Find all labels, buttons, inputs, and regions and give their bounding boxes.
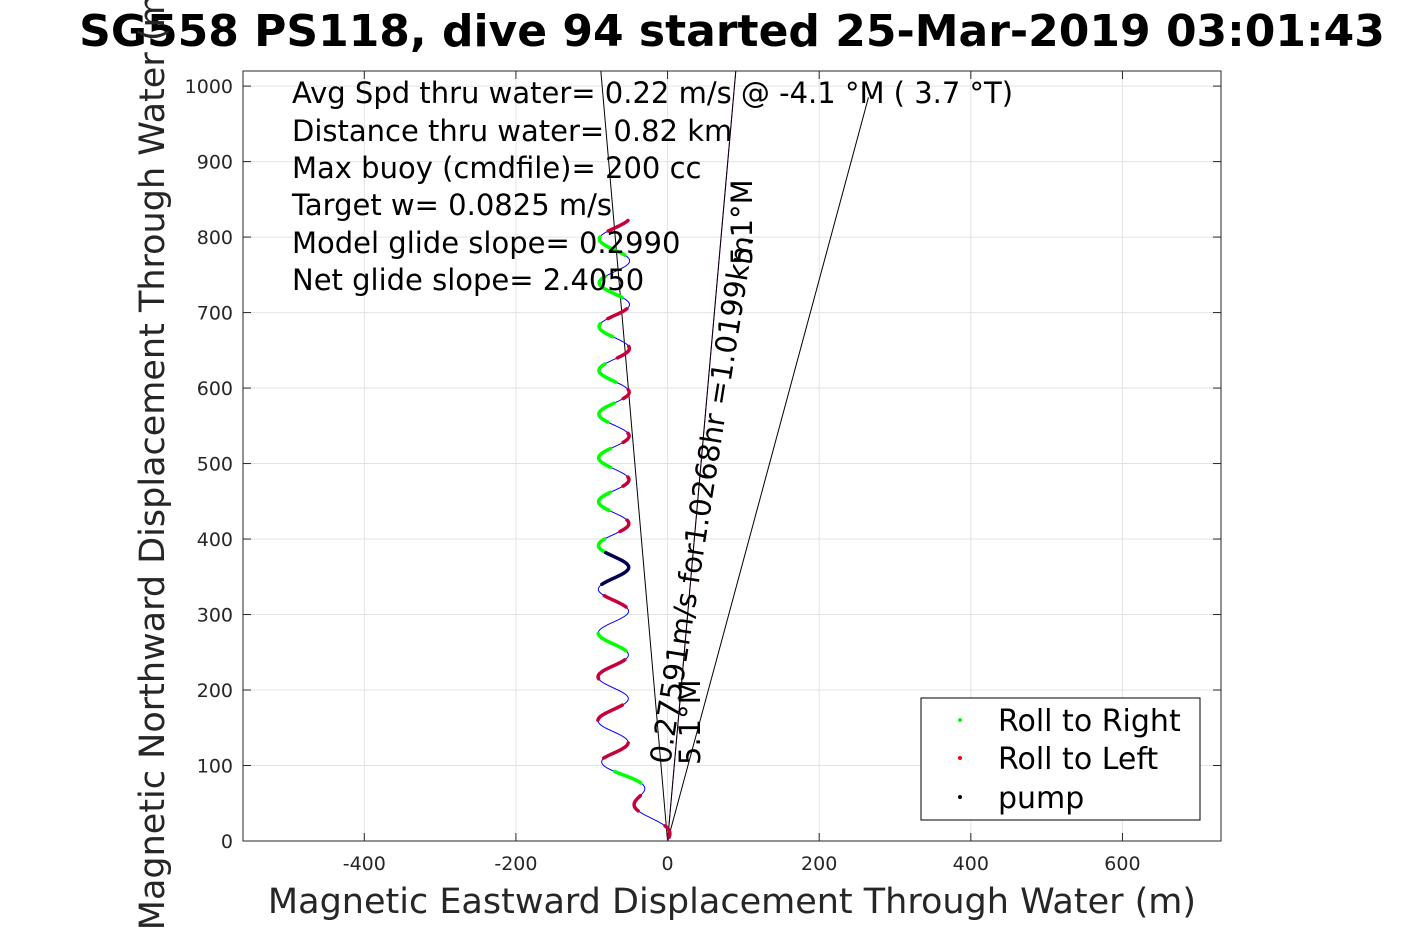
roll-left-segment [663,824,672,839]
roll-left-segment [602,741,630,760]
heading-line-mid [667,70,737,842]
y-tick-label: 700 [197,303,233,325]
axis-ticks: -400 -200 0 200 400 600 0 100 200 300 400 500 600 700… [185,71,1221,875]
pump-segment [600,550,631,587]
stat-distance: Distance thru water= 0.82 km [292,114,732,148]
x-tick-label: 0 [662,853,674,875]
roll-left-segment [606,218,630,233]
roll-right-segment [596,490,613,513]
roll-right-segments [596,235,643,785]
y-tick-label: 500 [197,454,233,476]
roll-right-segment [597,322,615,339]
roll-left-segments [596,218,672,839]
x-axis-label: Magnetic Eastward Displacement Through W… [268,882,1196,922]
y-axis-label: Magnetic Northward Displacement Through … [133,0,173,930]
y-tick-label: 800 [197,227,233,249]
roll-left-segment [621,475,631,488]
stat-model-glide: Model glide slope= 0.2990 [292,226,680,260]
roll-right-segment [597,362,618,384]
roll-left-segment [602,593,628,609]
legend-box [920,697,1201,821]
x-tick-label: -400 [343,853,386,875]
x-tick-label: -200 [494,853,537,875]
x-tick-label: 600 [1104,853,1140,875]
stat-max-buoy: Max buoy (cmdfile)= 200 cc [292,151,701,185]
roll-left-segment [606,307,629,321]
heading-annotation-upper: 5.1°M [725,179,759,265]
legend-label-pump: pump [998,781,1084,816]
legend: Roll to Right Roll to Left pump [920,697,1201,821]
roll-left-segment [618,518,631,534]
stat-avg-speed: Avg Spd thru water= 0.22 m/s @ -4.1 °M (… [292,76,1013,110]
y-tick-label: 100 [197,756,233,778]
roll-right-segment [596,446,613,470]
reference-lines [600,70,869,842]
stats-annotation: Avg Spd thru water= 0.22 m/s @ -4.1 °M (… [291,76,1013,297]
roll-left-segment [621,387,631,401]
y-tick-label: 1000 [185,76,233,98]
y-tick-label: 900 [197,152,233,174]
legend-label-roll-left: Roll to Left [998,742,1158,777]
heading-annotation-lower: 5.1°M [673,679,707,765]
y-tick-label: 300 [197,605,233,627]
roll-left-segment [615,344,632,360]
chart-title: SG558 PS118, dive 94 started 25-Mar-2019… [79,6,1385,57]
roll-right-segment [596,537,611,556]
plot-frame [242,70,1222,842]
legend-marker-roll-right [958,718,962,722]
legend-label-roll-right: Roll to Right [998,704,1181,739]
roll-left-segment [621,431,631,445]
pump-segments [600,550,631,587]
roll-right-segment [597,274,624,300]
legend-marker-roll-left [958,756,962,760]
heading-line-left [600,70,669,842]
x-tick-label: 200 [801,853,837,875]
y-tick-label: 200 [197,680,233,702]
stat-target-w: Target w= 0.0825 m/s [291,188,612,222]
roll-left-segment [596,658,627,681]
heading-line-right [667,97,869,842]
roll-right-segment [597,401,616,424]
roll-right-segment [597,235,627,257]
roll-left-segment [596,703,625,722]
x-tick-label: 400 [953,853,989,875]
legend-marker-pump [958,795,962,799]
y-tick-label: 400 [197,529,233,551]
roll-left-segment [632,793,643,813]
roll-right-segment [612,769,643,785]
stat-net-glide: Net glide slope= 2.4050 [292,263,644,297]
y-tick-label: 0 [221,831,233,853]
roll-right-segment [596,631,628,653]
y-tick-label: 600 [197,378,233,400]
